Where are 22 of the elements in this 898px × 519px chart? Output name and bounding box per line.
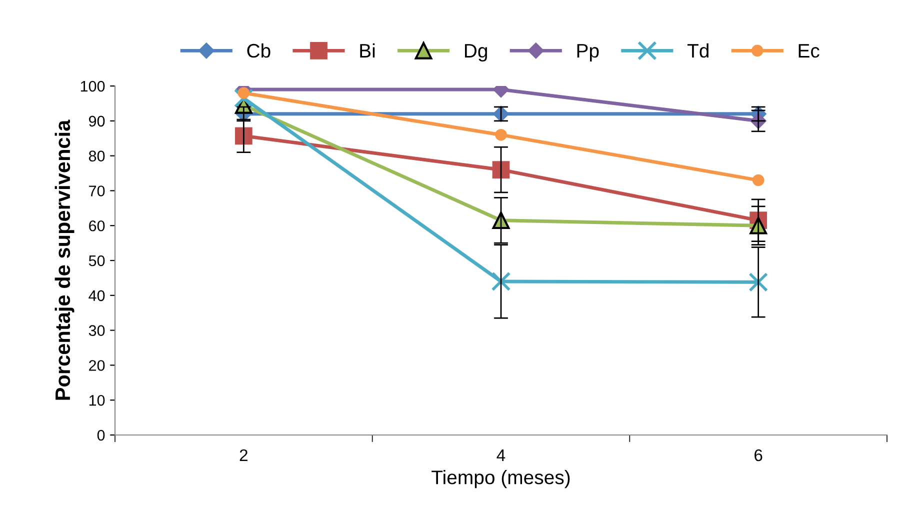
y-tick-label: 0 <box>97 430 105 441</box>
x-axis-title: Tiempo (meses) <box>432 470 570 488</box>
legend-label: Dg <box>464 44 487 62</box>
legend-label: Pp <box>577 44 599 62</box>
y-axis-title: Porcentaje de supervivencia <box>54 120 74 400</box>
x-tick-label: 6 <box>754 449 762 462</box>
legend-label: Cb <box>247 43 270 58</box>
y-tick-label: 60 <box>89 220 105 232</box>
y-tick-label: 100 <box>80 80 105 92</box>
y-tick-label: 70 <box>89 186 105 196</box>
y-tick-label: 20 <box>89 360 105 371</box>
y-tick-label: 80 <box>88 150 105 162</box>
legend-label: Ec <box>798 44 820 58</box>
y-tick-label: 40 <box>88 290 105 302</box>
x-tick-label: 2 <box>240 449 248 461</box>
y-tick-label: 10 <box>89 394 105 406</box>
y-tick-label: 50 <box>88 255 105 266</box>
y-tick-label: 90 <box>89 116 105 127</box>
x-tick-label: 4 <box>496 450 506 461</box>
legend-label: Td <box>687 43 708 58</box>
legend-label: Bi <box>360 43 375 58</box>
y-tick-label: 30 <box>88 325 105 336</box>
